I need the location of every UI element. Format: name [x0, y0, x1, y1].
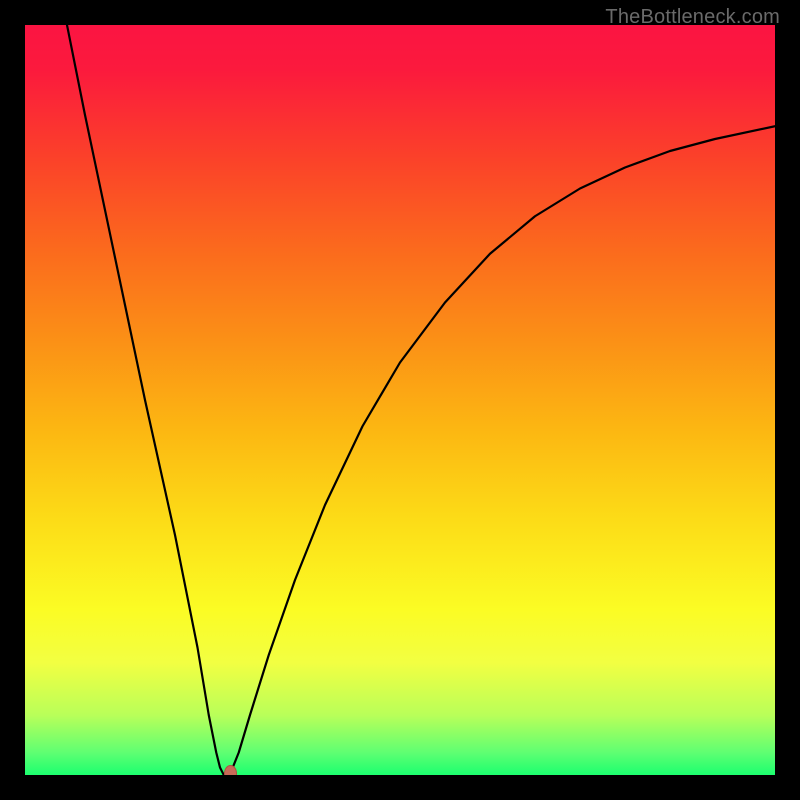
- plot-area: [25, 0, 775, 782]
- watermark-text: TheBottleneck.com: [605, 6, 780, 29]
- chart-stage: TheBottleneck.com: [0, 0, 800, 800]
- chart-svg: [0, 0, 800, 800]
- gradient-background: [25, 25, 775, 775]
